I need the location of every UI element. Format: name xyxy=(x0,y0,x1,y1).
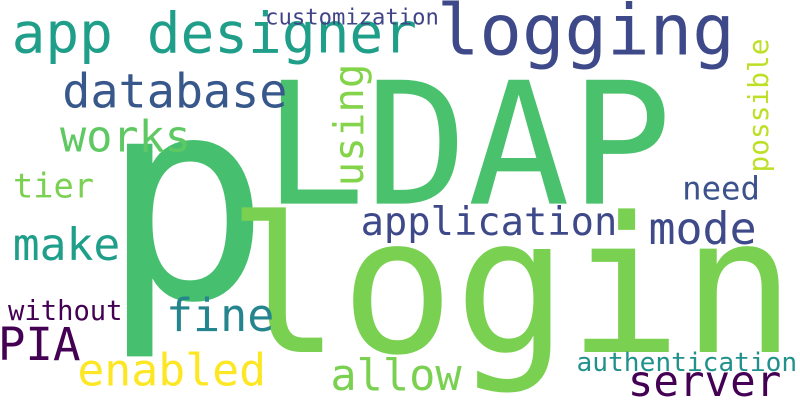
word-fine: fine xyxy=(165,288,275,342)
word-application: application xyxy=(360,199,618,245)
word-need: need xyxy=(682,169,760,208)
word-using: using xyxy=(325,63,374,187)
word-customization: customization xyxy=(265,4,439,31)
word-without: without xyxy=(8,296,123,328)
word-server: server xyxy=(627,357,782,400)
word-ldap: LDAP xyxy=(263,46,673,245)
word-logging: logging xyxy=(436,0,735,72)
word-possible: possible xyxy=(741,38,775,173)
word-enabled: enabled xyxy=(77,343,267,397)
word-database: database xyxy=(62,65,288,120)
word-mode: mode xyxy=(648,202,757,256)
word-tier: tier xyxy=(13,166,95,206)
word-allow: allow xyxy=(330,351,462,400)
word-p: p xyxy=(100,36,271,365)
word-works: works xyxy=(60,112,192,163)
word-pia: PIA xyxy=(0,317,81,371)
word-login: login xyxy=(226,176,796,397)
word-make: make xyxy=(12,219,121,272)
word-app-designer: app designer xyxy=(11,1,417,67)
word-authentication: authentication xyxy=(576,347,798,378)
